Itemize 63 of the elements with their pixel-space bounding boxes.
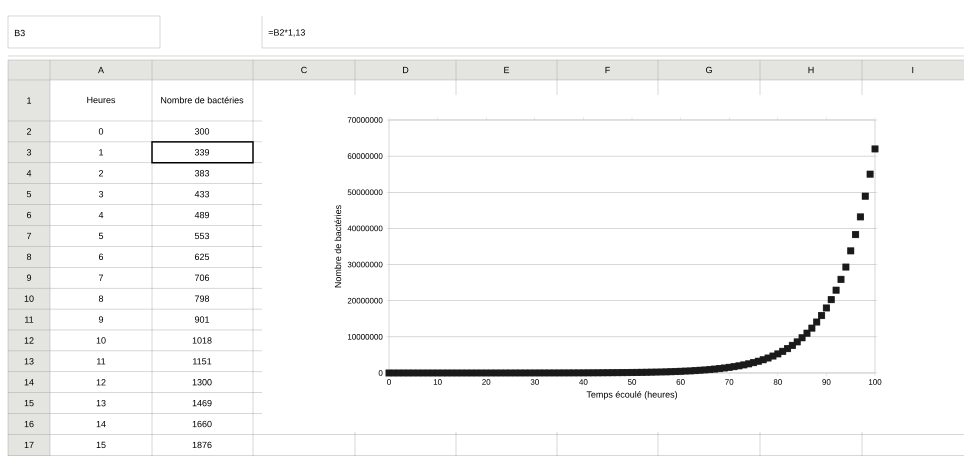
text: 3 (98, 190, 104, 198)
text: 1018 (192, 337, 212, 344)
text: 489 (194, 212, 210, 218)
text: 8 (98, 295, 104, 302)
text: 13 (96, 400, 106, 406)
text: 5 (26, 191, 32, 198)
text: G (706, 66, 712, 74)
text: A (98, 66, 104, 74)
text: 9 (98, 316, 104, 323)
text: 7 (98, 274, 104, 281)
text: E (504, 66, 510, 74)
text: 12 (24, 337, 34, 344)
text: C (301, 66, 307, 74)
text: 1 (99, 149, 104, 156)
text: =B2*1,13 (268, 29, 305, 37)
text: 5 (98, 232, 104, 240)
text: 1151 (193, 358, 212, 364)
text: 13 (24, 358, 34, 365)
text: 1876 (192, 442, 212, 448)
text: 901 (194, 316, 210, 323)
text: 15 (96, 442, 106, 448)
text: 339 (194, 149, 210, 156)
text: 383 (194, 170, 210, 176)
text: B3 (14, 30, 25, 36)
text: Nombre de bactéries (161, 96, 244, 104)
text: F (606, 66, 610, 74)
text: 4 (98, 212, 104, 218)
text: 433 (194, 190, 210, 198)
text: 11 (25, 316, 34, 323)
text: I (912, 66, 914, 74)
text: 16 (24, 420, 34, 428)
text: Heures (87, 96, 116, 104)
text: 1300 (192, 379, 212, 386)
text: 0 (98, 128, 104, 135)
text: 1660 (192, 420, 212, 428)
text: 11 (97, 358, 106, 364)
text: 7 (26, 232, 32, 240)
x-axis-title: Temps écoulé (heures) (586, 390, 678, 400)
text: 798 (194, 295, 210, 302)
text: 14 (96, 420, 106, 428)
text: 2 (98, 170, 104, 176)
text: 9 (26, 274, 32, 281)
text: D (403, 66, 408, 74)
text: 1 (27, 97, 32, 104)
text: 706 (194, 274, 210, 281)
text: 10 (24, 295, 34, 302)
text: 625 (194, 254, 210, 260)
text: 300 (194, 128, 210, 135)
text: 6 (26, 212, 32, 218)
text: 15 (24, 400, 34, 406)
text: 553 (194, 232, 210, 240)
text: 14 (24, 379, 34, 386)
text: 1469 (192, 400, 212, 406)
y-axis-title: Nombre de bactéries (334, 205, 342, 288)
text: 12 (96, 379, 106, 386)
text: 3 (26, 149, 32, 156)
text: 8 (26, 254, 32, 260)
text: 4 (26, 170, 32, 176)
text: 6 (98, 254, 104, 260)
text: H (808, 66, 814, 74)
text: 17 (24, 442, 34, 448)
text: 10 (96, 337, 106, 344)
text: 2 (26, 128, 32, 135)
